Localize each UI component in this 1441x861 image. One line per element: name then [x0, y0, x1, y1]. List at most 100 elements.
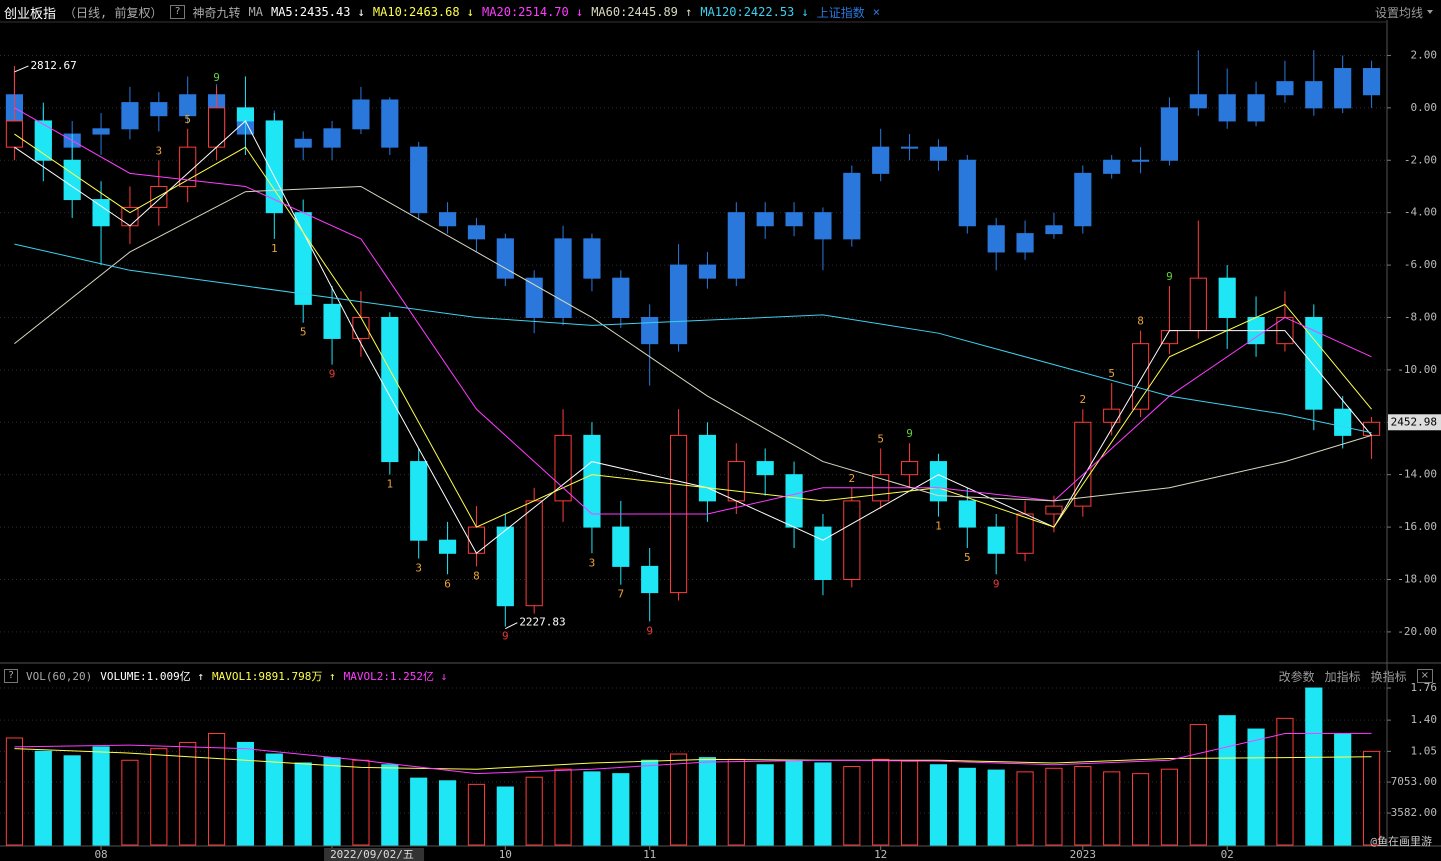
volume-bar	[525, 776, 543, 846]
tool-button[interactable]: 加指标	[1324, 669, 1361, 684]
candle-body	[63, 159, 81, 201]
ma-line	[14, 185, 1372, 502]
volume-bar	[1016, 771, 1034, 846]
volume-bar	[34, 750, 52, 846]
candle-body	[843, 172, 861, 240]
candle-body	[1160, 107, 1179, 161]
volume-bar	[63, 755, 81, 846]
ma-legend: MA10:2463.68 ↓	[372, 5, 475, 19]
nine-turn-label: 9	[502, 630, 509, 643]
candle-body	[900, 146, 919, 149]
y-tick-label: 7053.00	[1391, 775, 1437, 788]
x-tick-label: 08	[94, 848, 107, 861]
candle-body	[1160, 330, 1179, 345]
ma-label: MA	[248, 5, 263, 19]
ma-legend: MA5:2435.43 ↓	[270, 5, 365, 19]
close-icon[interactable]: ×	[872, 5, 880, 19]
tool-button[interactable]: 改参数	[1278, 669, 1315, 684]
candle-body	[814, 526, 832, 580]
candle-body	[554, 238, 572, 318]
candle-body	[958, 159, 976, 227]
candle-body	[872, 146, 890, 174]
volume-bar	[929, 764, 948, 846]
candle-body	[583, 238, 601, 279]
candle-body	[641, 565, 659, 594]
nine-turn-label: 3	[589, 556, 596, 569]
candle-body	[92, 128, 110, 135]
nine-turn-label: 1	[271, 242, 278, 255]
candle-body	[323, 128, 341, 148]
candle-body	[150, 185, 168, 208]
candle-body	[1189, 94, 1207, 109]
candle-body	[785, 212, 803, 227]
candle-body	[496, 526, 514, 607]
volume-bar	[987, 769, 1005, 846]
candle-body	[381, 316, 399, 463]
candle-body	[987, 526, 1005, 554]
y-tick-label: 2.00	[1411, 48, 1438, 61]
candle-body	[756, 461, 774, 476]
candle-body	[785, 474, 803, 528]
volume-bar	[727, 758, 745, 846]
x-tick-label: 10	[499, 848, 512, 861]
help[interactable]: ?	[170, 5, 185, 19]
volume-bar	[1189, 724, 1207, 846]
volume-bar	[900, 760, 919, 846]
candle-body	[1074, 172, 1092, 227]
volume-header: ? VOL(60,20) VOLUME:1.009亿 ↑ MAVOL1:9891.…	[0, 664, 455, 688]
candle-body	[583, 434, 601, 528]
y-tick-label: 1.76	[1411, 681, 1438, 694]
candle-body	[121, 206, 139, 227]
volume-tools: 改参数 加指标 换指标 ×	[1269, 666, 1433, 686]
nine-turn-label: 9	[329, 368, 336, 381]
nine-turn-label: 5	[300, 326, 307, 339]
y-tick-label: 1.05	[1411, 744, 1438, 757]
volume-bar	[467, 783, 486, 846]
candle-body	[525, 277, 543, 318]
settings[interactable]: 设置均线	[1365, 2, 1433, 22]
candle-body	[612, 526, 630, 567]
ma-line	[14, 133, 1372, 528]
indicator[interactable]: 神奇九转	[192, 5, 241, 20]
candle-body	[958, 500, 976, 528]
tool-button[interactable]: 换指标	[1370, 669, 1407, 684]
candle-body	[1334, 408, 1352, 436]
volume-bar	[583, 771, 601, 846]
candle-body	[381, 99, 399, 148]
volume-bar	[814, 762, 832, 846]
price-box	[1388, 414, 1441, 431]
candle-body	[756, 212, 774, 227]
x-tick-label: 02	[1221, 848, 1234, 861]
volume-bar	[236, 741, 255, 846]
candle-body	[1276, 81, 1294, 96]
candle-body	[641, 316, 659, 345]
volume-bar	[5, 737, 24, 846]
volume-bar	[1362, 750, 1381, 846]
volume-bar	[641, 759, 659, 846]
settings-label[interactable]: 设置均线	[1374, 5, 1423, 20]
volume-bar	[294, 762, 312, 846]
candle-body	[236, 107, 255, 122]
candle-body	[1131, 159, 1150, 162]
x-tick-label: 11	[643, 848, 656, 861]
volume-bar	[410, 777, 428, 846]
compare-legend[interactable]: 上证指数	[816, 5, 865, 20]
y-tick-label: -14.00	[1397, 468, 1437, 481]
y-tick-label: -20.00	[1397, 625, 1437, 638]
close-button[interactable]: ×	[1416, 669, 1433, 683]
help[interactable]: ?	[4, 669, 19, 683]
candle-body	[1045, 225, 1063, 235]
cursor-date-box	[324, 848, 425, 861]
candle-body	[669, 264, 688, 345]
candle-body	[34, 120, 52, 161]
volume-bar	[843, 766, 861, 846]
volume-bar	[1334, 733, 1352, 846]
candle-body	[698, 264, 717, 279]
nine-turn-label: 9	[1166, 270, 1173, 283]
volume-bar	[698, 757, 717, 846]
candle-body	[438, 539, 457, 554]
low-label: 2227.83	[519, 616, 565, 629]
candle-body	[1103, 159, 1121, 174]
candle-body	[612, 277, 630, 318]
